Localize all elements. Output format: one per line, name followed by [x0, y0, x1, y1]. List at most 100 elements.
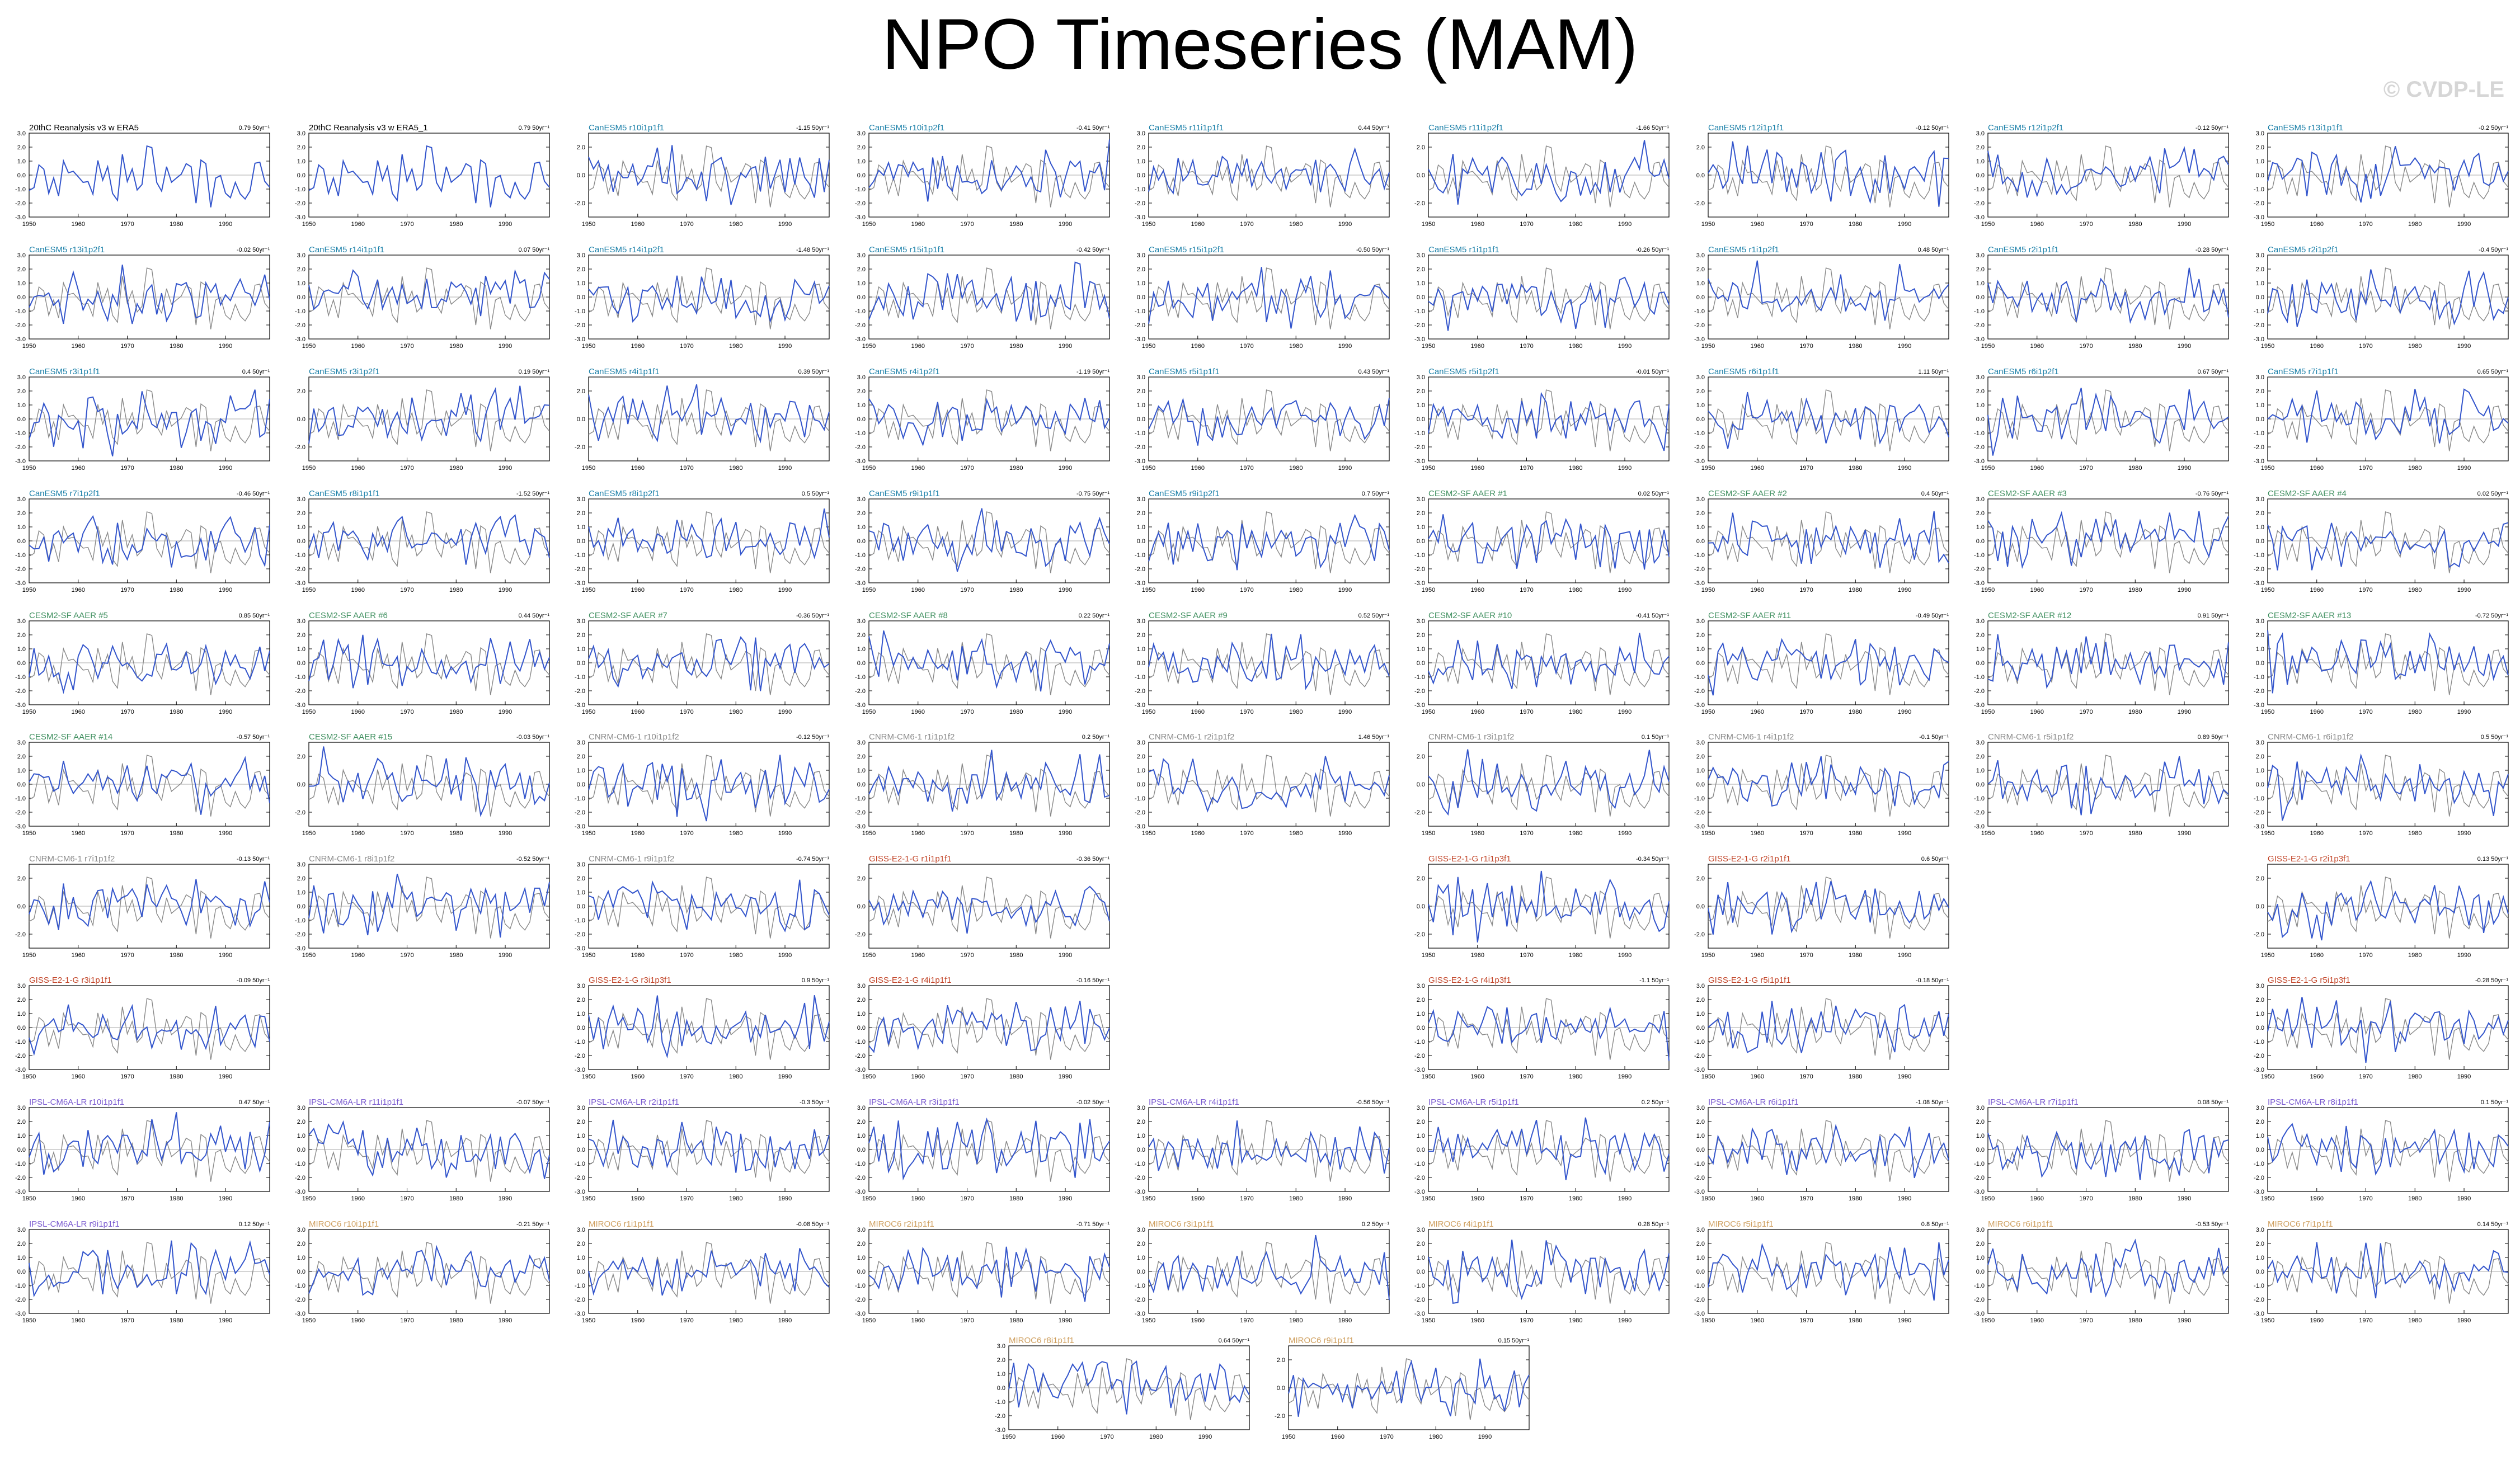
x-tick-label: 1960	[2030, 1195, 2044, 1202]
x-tick-label: 1970	[960, 952, 974, 959]
y-tick-label: 3.0	[2256, 496, 2264, 503]
panel-trend-stat: -0.34 50yr⁻¹	[1636, 856, 1669, 863]
panel-title: GISS-E2-1-G r4i1p3f1	[1428, 976, 1511, 985]
timeseries-panel: CNRM-CM6-1 r6i1p1f2 0.5 50yr⁻¹ 3.0 2.0 1.0 0.…	[2254, 732, 2509, 841]
y-tick-label: -2.0	[1694, 1297, 1705, 1303]
x-tick-label: 1970	[120, 221, 134, 228]
y-tick-label: 1.0	[1417, 1133, 1425, 1139]
observed-series-line	[2267, 755, 2509, 817]
y-tick-label: -2.0	[575, 200, 585, 207]
timeseries-panel: CESM2-SF AAER #12 0.91 50yr⁻¹ 3.0 2.0 1.0 0.0…	[1974, 611, 2229, 720]
panel-title: CanESM5 r2i1p1f1	[1988, 245, 2059, 255]
x-tick-label: 1980	[1009, 343, 1023, 350]
panel-trend-stat: -0.36 50yr⁻¹	[1076, 856, 1109, 863]
y-tick-label: -2.0	[15, 322, 26, 329]
y-tick-label: 1.0	[997, 1371, 1005, 1378]
x-tick-label: 1990	[2178, 830, 2191, 837]
y-tick-label: -2.0	[1275, 1413, 1285, 1420]
x-tick-label: 1970	[400, 952, 413, 959]
x-tick-label: 1960	[911, 221, 925, 228]
x-tick-label: 1990	[1338, 465, 1352, 472]
x-tick-label: 1960	[2030, 709, 2044, 715]
y-tick-label: -1.0	[1694, 1039, 1705, 1045]
panel-title: CESM2-SF AAER #10	[1428, 611, 1512, 620]
member-series-line	[1148, 267, 1390, 329]
observed-series-line	[29, 389, 270, 451]
y-tick-label: 2.0	[577, 1119, 585, 1125]
x-tick-label: 1990	[1059, 709, 1072, 715]
member-series-line	[1428, 749, 1670, 816]
panel-trend-stat: -0.12 50yr⁻¹	[796, 734, 829, 741]
y-tick-label: 2.0	[17, 1241, 26, 1247]
y-tick-label: -1.0	[2254, 674, 2264, 681]
timeseries-panel: 20thC Reanalysis v3 w ERA5_1 0.79 50yr⁻¹ 3…	[295, 123, 550, 232]
x-tick-label: 1970	[1520, 1195, 1533, 1202]
y-tick-label: -2.0	[995, 1413, 1005, 1420]
member-series-line	[29, 1003, 270, 1056]
y-tick-label: -1.0	[575, 308, 585, 315]
x-tick-label: 1990	[2457, 221, 2471, 228]
y-tick-label: 2.0	[2256, 997, 2264, 1003]
x-tick-label: 1960	[351, 830, 365, 837]
panel-title: CanESM5 r12i1p1f1	[1708, 123, 1784, 133]
panel-trend-stat: -0.12 50yr⁻¹	[2195, 125, 2228, 131]
y-tick-label: -3.0	[1694, 702, 1705, 709]
y-tick-label: 2.0	[1976, 753, 1985, 760]
panel-trend-stat: 0.07 50yr⁻¹	[518, 247, 549, 253]
x-tick-label: 1970	[400, 1317, 413, 1324]
x-tick-label: 1950	[1701, 1073, 1715, 1080]
y-tick-label: 3.0	[857, 618, 866, 625]
timeseries-panel: 20thC Reanalysis v3 w ERA5 0.79 50yr⁻¹ 3.0…	[15, 123, 270, 232]
y-tick-label: -2.0	[855, 688, 866, 695]
y-tick-label: -1.0	[15, 430, 26, 437]
y-tick-label: 1.0	[2256, 1011, 2264, 1017]
y-tick-label: 0.0	[1417, 660, 1425, 667]
x-tick-label: 1980	[1569, 952, 1582, 959]
y-tick-label: -1.0	[1414, 1161, 1425, 1167]
y-tick-label: -3.0	[575, 823, 585, 830]
y-tick-label: -1.0	[1694, 308, 1705, 315]
y-tick-label: -2.0	[575, 1175, 585, 1181]
observed-series-line	[588, 755, 830, 817]
x-tick-label: 1950	[1701, 465, 1715, 472]
y-tick-label: -3.0	[1694, 823, 1705, 830]
x-tick-label: 1960	[1471, 709, 1484, 715]
panel-title: CanESM5 r8i1p2f1	[589, 489, 660, 498]
observed-series-line	[588, 998, 830, 1060]
x-tick-label: 1960	[631, 221, 645, 228]
y-tick-label: 2.0	[2256, 266, 2264, 273]
observed-series-line	[29, 1120, 270, 1182]
x-tick-label: 1960	[631, 952, 645, 959]
y-tick-label: 2.0	[1137, 753, 1145, 760]
timeseries-panel: CNRM-CM6-1 r10i1p1f2 -0.12 50yr⁻¹ 3.0 2.0 1.…	[575, 732, 830, 841]
panel-trend-stat: 0.65 50yr⁻¹	[2477, 369, 2508, 375]
y-tick-label: 3.0	[857, 983, 866, 990]
x-tick-label: 1960	[911, 465, 925, 472]
panel-title: CNRM-CM6-1 r1i1p1f2	[869, 732, 955, 742]
y-tick-label: 0.0	[1696, 1269, 1705, 1275]
y-tick-label: 1.0	[297, 280, 305, 287]
panel-trend-stat: -0.12 50yr⁻¹	[1916, 125, 1949, 131]
member-series-line	[29, 145, 270, 208]
y-tick-label: -1.0	[855, 186, 866, 193]
member-series-line	[868, 398, 1110, 447]
y-tick-label: 2.0	[297, 266, 305, 273]
x-tick-label: 1970	[1520, 830, 1533, 837]
timeseries-panel: IPSL-CM6A-LR r2i1p1f1 -0.3 50yr⁻¹ 3.0 2.0 1.…	[575, 1097, 830, 1207]
x-tick-label: 1980	[170, 587, 183, 593]
y-tick-label: 2.0	[17, 388, 26, 395]
member-series-line	[1987, 634, 2229, 689]
y-tick-label: 0.0	[577, 1269, 585, 1275]
y-tick-label: 1.0	[17, 158, 26, 165]
x-tick-label: 1990	[1338, 830, 1352, 837]
x-tick-label: 1970	[2359, 1073, 2372, 1080]
panel-trend-stat: -0.03 50yr⁻¹	[516, 734, 549, 741]
x-tick-label: 1980	[1569, 343, 1582, 350]
y-tick-label: 3.0	[577, 496, 585, 503]
